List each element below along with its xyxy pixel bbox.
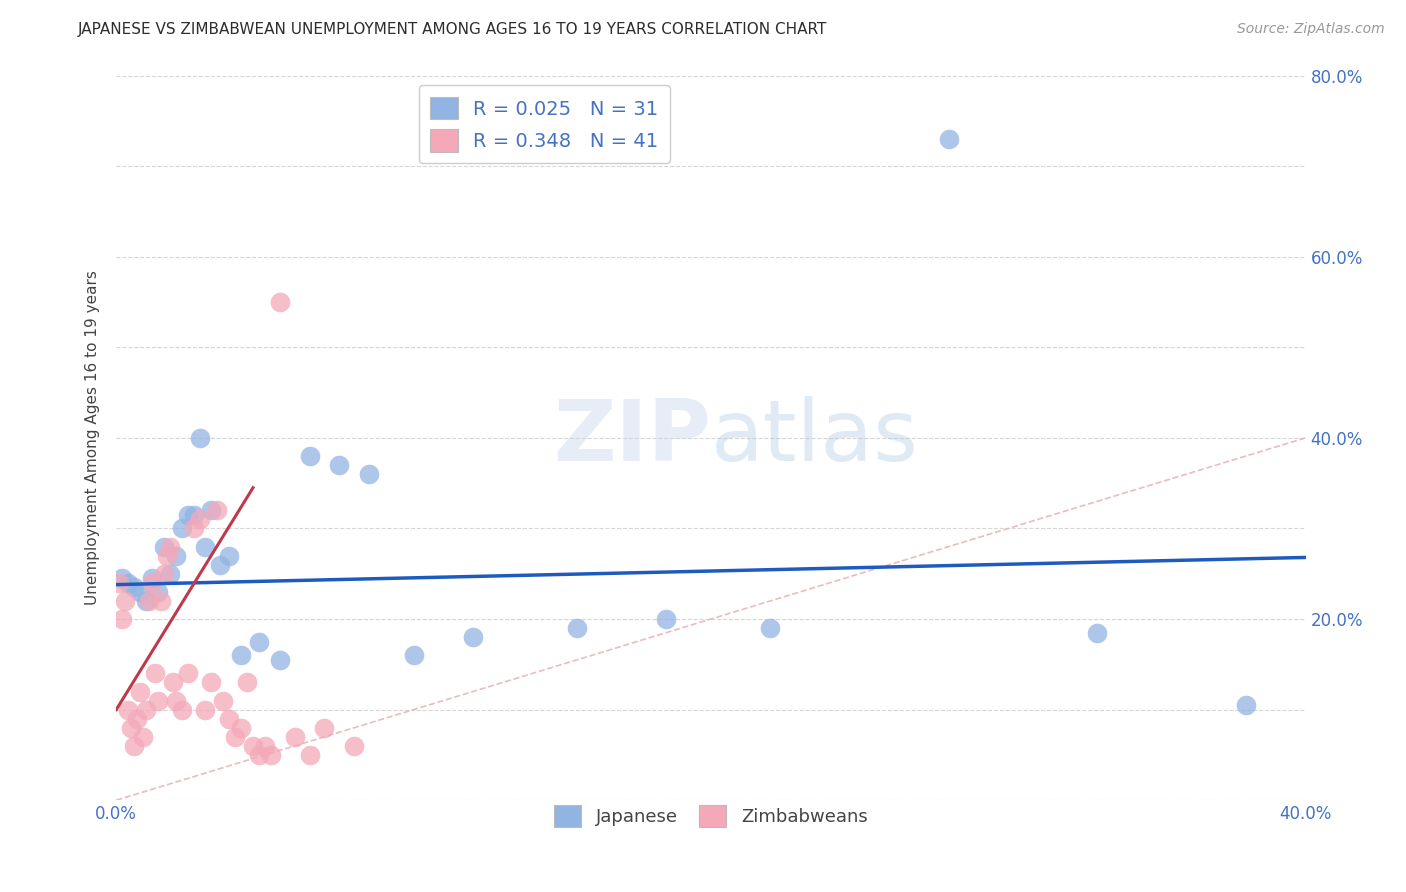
Point (117, 703, 139, 717)
Point (176, 508, 198, 522)
Point (129, 684, 152, 698)
Point (194, 540, 217, 554)
Point (159, 566, 181, 581)
Point (218, 549, 240, 563)
Point (135, 703, 157, 717)
Point (1234, 698, 1257, 712)
Point (212, 693, 235, 707)
Point (343, 739, 366, 753)
Point (111, 612, 134, 626)
Point (170, 521, 193, 535)
Point (247, 747, 270, 762)
Point (143, 666, 166, 681)
Point (461, 630, 484, 644)
Point (224, 730, 246, 744)
Point (1087, 625, 1109, 640)
Point (165, 693, 187, 707)
Point (200, 503, 222, 517)
Point (122, 580, 145, 594)
Text: ZIP: ZIP (553, 396, 711, 479)
Point (117, 575, 139, 590)
Point (125, 712, 148, 726)
Point (328, 458, 350, 472)
Point (149, 594, 172, 608)
Point (146, 693, 169, 707)
Point (231, 721, 253, 735)
Point (159, 540, 181, 554)
Point (165, 549, 187, 563)
Point (153, 540, 176, 554)
Point (253, 739, 276, 753)
Point (231, 648, 253, 663)
Text: JAPANESE VS ZIMBABWEAN UNEMPLOYMENT AMONG AGES 16 TO 19 YEARS CORRELATION CHART: JAPANESE VS ZIMBABWEAN UNEMPLOYMENT AMON… (77, 22, 827, 37)
Legend: Japanese, Zimbabweans: Japanese, Zimbabweans (547, 798, 875, 835)
Point (284, 730, 307, 744)
Point (655, 612, 678, 626)
Point (122, 739, 145, 753)
Point (114, 594, 136, 608)
Point (135, 594, 157, 608)
Point (120, 721, 142, 735)
Point (132, 730, 155, 744)
Point (209, 558, 232, 572)
Point (218, 712, 240, 726)
Point (298, 449, 321, 463)
Point (938, 132, 960, 146)
Point (188, 431, 211, 445)
Point (260, 747, 283, 762)
Point (170, 703, 193, 717)
Point (194, 703, 217, 717)
Point (141, 575, 163, 590)
Point (242, 739, 264, 753)
Point (153, 566, 176, 581)
Text: atlas: atlas (711, 396, 920, 479)
Point (108, 575, 131, 590)
Point (183, 508, 205, 522)
Point (200, 675, 222, 690)
Y-axis label: Unemployment Among Ages 16 to 19 years: Unemployment Among Ages 16 to 19 years (86, 270, 100, 606)
Point (141, 571, 163, 585)
Text: Source: ZipAtlas.com: Source: ZipAtlas.com (1237, 22, 1385, 37)
Point (188, 512, 211, 526)
Point (247, 634, 270, 648)
Point (565, 621, 588, 635)
Point (269, 295, 291, 310)
Point (111, 571, 134, 585)
Point (138, 594, 160, 608)
Point (207, 503, 229, 517)
Point (269, 653, 291, 667)
Point (357, 467, 380, 482)
Point (146, 585, 169, 599)
Point (402, 648, 425, 663)
Point (314, 721, 336, 735)
Point (162, 675, 184, 690)
Point (176, 666, 198, 681)
Point (183, 521, 205, 535)
Point (298, 747, 321, 762)
Point (156, 549, 179, 563)
Point (759, 621, 782, 635)
Point (236, 675, 259, 690)
Point (129, 585, 152, 599)
